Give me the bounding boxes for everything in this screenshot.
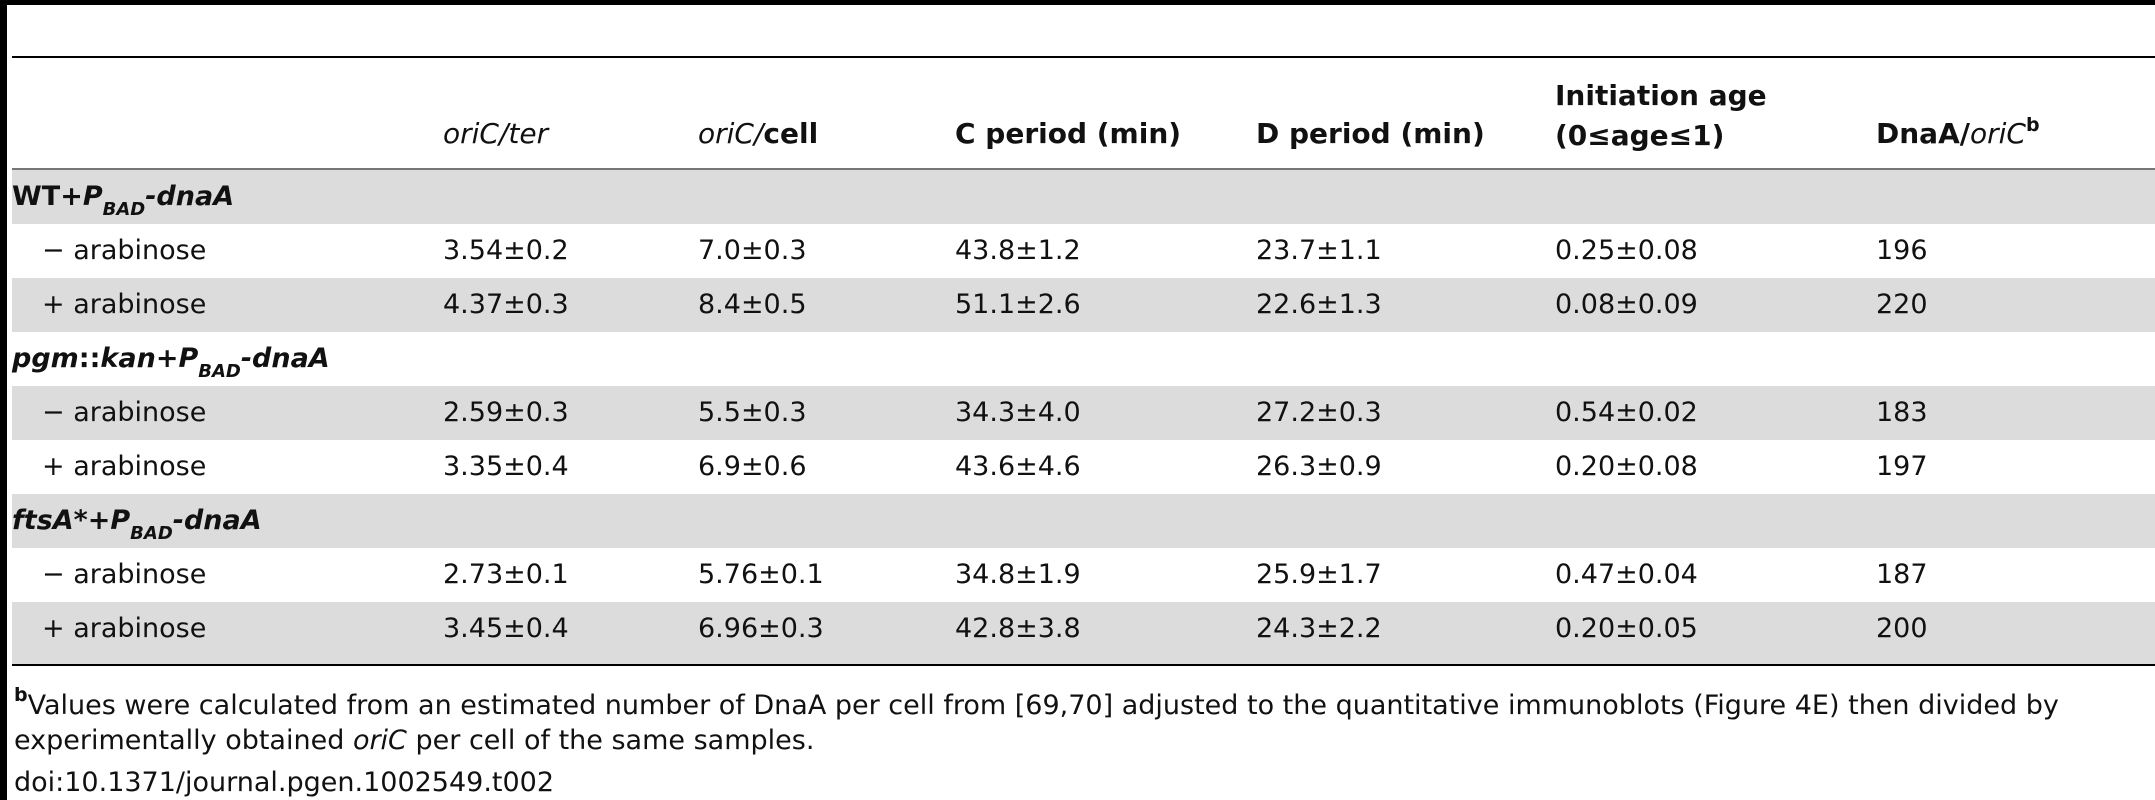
header-c-period: C period (min) bbox=[955, 117, 1182, 150]
group-label-ftsa: ftsA*+PBAD-dnaA bbox=[12, 505, 262, 545]
left-border bbox=[0, 0, 7, 800]
table-row: − arabinose 2.59±0.3 5.5±0.3 34.3±4.0 27… bbox=[12, 386, 2155, 440]
condition-cell: − arabinose bbox=[42, 235, 207, 266]
header-initiation-age: Initiation age (0≤age≤1) bbox=[1555, 79, 1767, 152]
group-header-row: WT+PBAD-dnaA bbox=[12, 170, 2155, 224]
c-period-cell: 43.6±4.6 bbox=[955, 451, 1081, 482]
oric-cell-cell: 6.96±0.3 bbox=[698, 613, 824, 644]
init-age-cell: 0.25±0.08 bbox=[1555, 235, 1698, 266]
oric-ter-cell: 3.54±0.2 bbox=[443, 235, 569, 266]
table-row: + arabinose 4.37±0.3 8.4±0.5 51.1±2.6 22… bbox=[12, 278, 2155, 332]
dnaa-oric-cell: 183 bbox=[1876, 397, 1928, 428]
group-label-wt: WT+PBAD-dnaA bbox=[12, 181, 235, 221]
group-label-pgm-kan: pgm::kan+PBAD-dnaA bbox=[12, 343, 330, 383]
group-header-row: pgm::kan+PBAD-dnaA bbox=[12, 332, 2155, 386]
group-header-row: ftsA*+PBAD-dnaA bbox=[12, 494, 2155, 548]
oric-cell-cell: 5.76±0.1 bbox=[698, 559, 824, 590]
header-oric-ter: oriC/ter bbox=[443, 117, 549, 150]
top-rule bbox=[0, 0, 2155, 5]
d-period-cell: 25.9±1.7 bbox=[1256, 559, 1382, 590]
header-top-rule bbox=[12, 56, 2155, 58]
c-period-cell: 42.8±3.8 bbox=[955, 613, 1081, 644]
condition-cell: − arabinose bbox=[42, 397, 207, 428]
oric-cell-cell: 5.5±0.3 bbox=[698, 397, 807, 428]
dnaa-oric-cell: 196 bbox=[1876, 235, 1928, 266]
header-d-period: D period (min) bbox=[1256, 117, 1485, 150]
dnaa-oric-cell: 187 bbox=[1876, 559, 1928, 590]
dnaa-oric-cell: 197 bbox=[1876, 451, 1928, 482]
doi-text: doi:10.1371/journal.pgen.1002549.t002 bbox=[14, 767, 555, 798]
condition-cell: − arabinose bbox=[42, 559, 207, 590]
table-row: + arabinose 3.35±0.4 6.9±0.6 43.6±4.6 26… bbox=[12, 440, 2155, 494]
init-age-cell: 0.54±0.02 bbox=[1555, 397, 1698, 428]
condition-cell: + arabinose bbox=[42, 613, 207, 644]
dnaa-oric-cell: 200 bbox=[1876, 613, 1928, 644]
c-period-cell: 34.8±1.9 bbox=[955, 559, 1081, 590]
oric-ter-cell: 3.35±0.4 bbox=[443, 451, 569, 482]
oric-ter-cell: 4.37±0.3 bbox=[443, 289, 569, 320]
d-period-cell: 23.7±1.1 bbox=[1256, 235, 1382, 266]
init-age-cell: 0.20±0.05 bbox=[1555, 613, 1698, 644]
init-age-cell: 0.47±0.04 bbox=[1555, 559, 1698, 590]
oric-cell-cell: 6.9±0.6 bbox=[698, 451, 807, 482]
header-separator bbox=[12, 168, 2155, 170]
c-period-cell: 34.3±4.0 bbox=[955, 397, 1081, 428]
c-period-cell: 51.1±2.6 bbox=[955, 289, 1081, 320]
oric-ter-cell: 3.45±0.4 bbox=[443, 613, 569, 644]
d-period-cell: 27.2±0.3 bbox=[1256, 397, 1382, 428]
init-age-cell: 0.08±0.09 bbox=[1555, 289, 1698, 320]
header-dnaa-oric: DnaA/oriCb bbox=[1876, 113, 2040, 150]
oric-ter-cell: 2.59±0.3 bbox=[443, 397, 569, 428]
table-row: − arabinose 2.73±0.1 5.76±0.1 34.8±1.9 2… bbox=[12, 548, 2155, 602]
d-period-cell: 26.3±0.9 bbox=[1256, 451, 1382, 482]
table-bottom-rule bbox=[12, 664, 2155, 666]
c-period-cell: 43.8±1.2 bbox=[955, 235, 1081, 266]
table-row: + arabinose 3.45±0.4 6.96±0.3 42.8±3.8 2… bbox=[12, 602, 2155, 664]
oric-cell-cell: 8.4±0.5 bbox=[698, 289, 807, 320]
oric-ter-cell: 2.73±0.1 bbox=[443, 559, 569, 590]
init-age-cell: 0.20±0.08 bbox=[1555, 451, 1698, 482]
header-oric-cell: oriC/cell bbox=[698, 117, 819, 150]
oric-cell-cell: 7.0±0.3 bbox=[698, 235, 807, 266]
dnaa-oric-cell: 220 bbox=[1876, 289, 1928, 320]
d-period-cell: 22.6±1.3 bbox=[1256, 289, 1382, 320]
condition-cell: + arabinose bbox=[42, 289, 207, 320]
d-period-cell: 24.3±2.2 bbox=[1256, 613, 1382, 644]
table-row: − arabinose 3.54±0.2 7.0±0.3 43.8±1.2 23… bbox=[12, 224, 2155, 278]
table-footnote: bValues were calculated from an estimate… bbox=[14, 684, 2059, 757]
condition-cell: + arabinose bbox=[42, 451, 207, 482]
